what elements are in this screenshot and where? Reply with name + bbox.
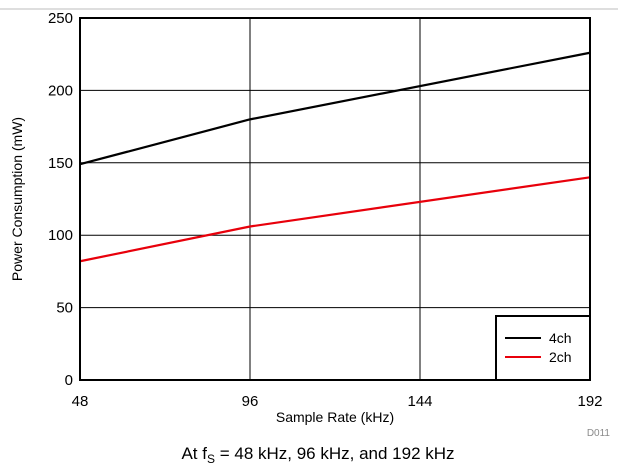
legend: 4ch 2ch [495, 315, 591, 381]
series-line-2ch [79, 176, 591, 263]
series-line-4ch [79, 51, 591, 166]
series-lines [79, 51, 591, 263]
caption-subscript: S [207, 452, 215, 464]
plot-frame [79, 17, 591, 381]
x-tick-labels: 48 96 144 192 [72, 393, 603, 410]
legend-box [495, 315, 591, 381]
y-tick-label: 250 [48, 10, 73, 27]
x-tick-label: 192 [577, 393, 602, 410]
y-axis-label: Power Consumption (mW) [9, 117, 25, 281]
legend-label-4ch: 4ch [549, 330, 572, 346]
x-tick-label: 96 [242, 393, 259, 410]
caption: At fS = 48 kHz, 96 kHz, and 192 kHz [181, 444, 454, 464]
figure-code: D011 [587, 428, 611, 439]
x-axis-label: Sample Rate (kHz) [276, 409, 394, 425]
y-tick-label: 100 [48, 227, 73, 244]
legend-label-2ch: 2ch [549, 349, 572, 365]
y-tick-label: 0 [65, 372, 73, 389]
y-tick-label: 150 [48, 155, 73, 172]
x-tick-label: 144 [407, 393, 432, 410]
x-tick-label: 48 [72, 393, 89, 410]
caption-prefix: At f [181, 444, 207, 463]
y-tick-label: 200 [48, 82, 73, 99]
y-tick-label: 50 [56, 300, 73, 317]
y-tick-labels: 0 50 100 150 200 250 [48, 10, 73, 389]
caption-suffix: = 48 kHz, 96 kHz, and 192 kHz [215, 444, 455, 463]
